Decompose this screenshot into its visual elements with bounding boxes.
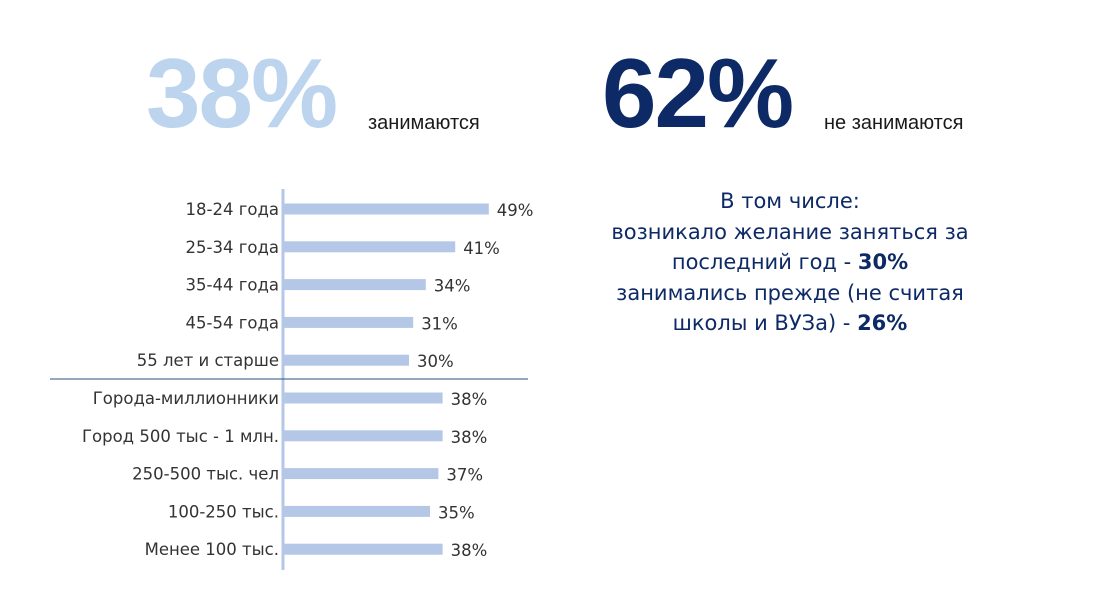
value-label-1: 49%	[497, 201, 534, 220]
bar-3	[283, 279, 426, 291]
note-line-3: последний год - 30%	[590, 247, 990, 278]
note-line-5-text: школы и ВУЗа) -	[672, 311, 858, 335]
not-engaged-label: не занимаются	[824, 112, 964, 134]
category-label-10: Менее 100 тыс.	[145, 540, 279, 559]
category-label-9: 100-250 тыс.	[168, 502, 279, 521]
category-label-3: 35-44 года	[186, 276, 279, 295]
value-label-7: 38%	[451, 428, 488, 447]
bar-4	[283, 316, 414, 328]
note-line-4: занимались прежде (не считая	[616, 280, 964, 305]
note-line-1: В том числе:	[720, 189, 860, 213]
bar-1	[283, 203, 489, 215]
bar-8	[283, 468, 439, 480]
engaged-label: занимаются	[368, 112, 480, 134]
bar-6	[283, 392, 443, 404]
bar-10	[283, 543, 443, 555]
value-label-2: 41%	[463, 239, 500, 258]
category-label-6: Города-миллионники	[93, 389, 279, 408]
value-label-4: 31%	[421, 314, 458, 333]
category-label-4: 45-54 года	[186, 313, 279, 332]
note-line-2: возникало желание заняться за	[611, 219, 969, 244]
engaged-percent: 38%	[146, 38, 338, 148]
not-engaged-percent: 62%	[602, 38, 794, 148]
category-label-8: 250-500 тыс. чел	[132, 465, 279, 484]
category-label-7: Город 500 тыс - 1 млн.	[82, 427, 279, 446]
bar-5	[283, 354, 409, 366]
category-label-5: 55 лет и старше	[137, 351, 279, 370]
value-label-8: 37%	[446, 466, 483, 485]
value-label-6: 38%	[451, 390, 488, 409]
note-previous-percent: 26%	[857, 311, 908, 335]
value-label-9: 35%	[438, 503, 475, 522]
note-line-5: школы и ВУЗа) - 26%	[590, 308, 990, 339]
note-line-3-text: последний год -	[671, 250, 858, 274]
category-label-2: 25-34 года	[186, 238, 279, 257]
value-label-3: 34%	[434, 277, 471, 296]
bar-2	[283, 241, 456, 253]
bar-7	[283, 430, 443, 442]
value-label-10: 38%	[451, 541, 488, 560]
category-label-1: 18-24 года	[186, 200, 279, 219]
value-label-5: 30%	[417, 352, 454, 371]
note-wish-percent: 30%	[857, 250, 909, 274]
subgroup-note: В том числе: возникало желание заняться …	[590, 186, 990, 339]
bar-9	[283, 505, 430, 517]
